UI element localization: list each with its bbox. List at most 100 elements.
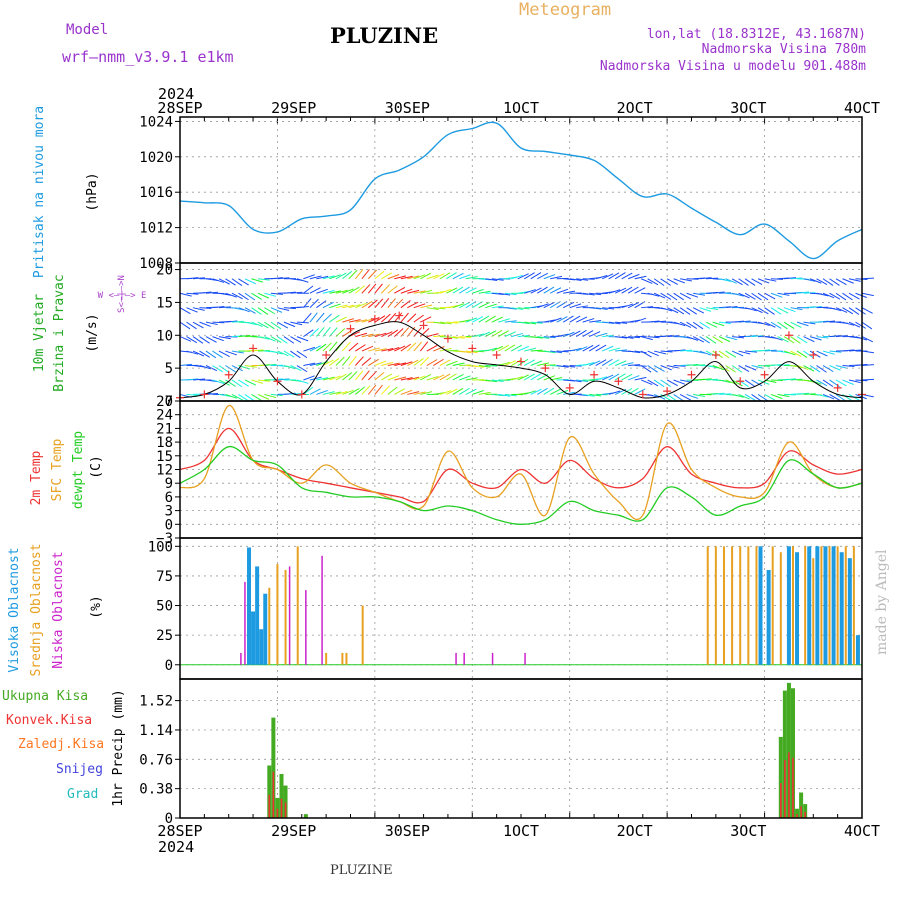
wind-vector (342, 341, 351, 352)
cloud-mid-bar (812, 558, 815, 665)
wind-vector (511, 307, 524, 310)
wind-vector (361, 370, 370, 381)
wind-vector (426, 359, 438, 366)
wind-vector (530, 321, 543, 324)
wind-vector (491, 316, 503, 323)
wind-gust-marker (687, 370, 696, 379)
precip-total-bar (283, 785, 288, 818)
wind-vector (387, 375, 400, 381)
wind-vector (342, 389, 354, 395)
wind-vector (452, 272, 464, 280)
temperature-panel: 2m Temp SFC Temp dewpt Temp (C) −3036912… (29, 394, 863, 547)
wind-vector (504, 344, 516, 352)
wind-vector (595, 376, 608, 381)
wind-vector (621, 272, 633, 280)
wind-vector (608, 390, 621, 395)
wind-vector (549, 388, 562, 395)
wind-vector (413, 375, 426, 381)
wind-vector (796, 365, 809, 371)
wind-vector (822, 350, 835, 355)
wind-vector (348, 388, 360, 395)
wind-vector (796, 321, 809, 327)
wind-vector (601, 345, 614, 352)
wind-vector (322, 275, 335, 280)
wind-vector (407, 289, 420, 294)
wind-panel: 10m Vjetar Brzina i Pravac (m/s) W <–|–>… (32, 262, 875, 410)
footer-location: PLUZINE (330, 863, 393, 878)
wind-vector (628, 319, 641, 323)
wind-vector (764, 393, 776, 401)
wind-vector (309, 287, 321, 294)
wind-vector (433, 335, 446, 338)
wind-vector (433, 358, 444, 366)
pressure-ytick-label: 1008 (139, 256, 173, 272)
wind-vector (556, 378, 569, 381)
wind-vector (361, 301, 373, 309)
wind-vector (790, 365, 803, 369)
wind-vector (303, 362, 316, 367)
wind-vector (329, 274, 341, 280)
pressure-ylabel-unit: (hPa) (85, 172, 100, 211)
wind-vector (257, 393, 270, 400)
wind-vector (251, 278, 264, 283)
wind-vector (569, 365, 582, 367)
wind-vector (576, 379, 589, 383)
wind-vector (309, 362, 322, 367)
wind-vector (764, 278, 777, 282)
wind-vector (757, 394, 769, 402)
wind-vector (718, 336, 731, 343)
wind-vector (433, 307, 446, 310)
wind-vector (725, 365, 736, 373)
wind-vector (764, 292, 776, 300)
wind-vector (257, 336, 270, 340)
cloud-high-bar (807, 546, 812, 665)
wind-gust-marker (492, 351, 501, 359)
wind-vector (777, 393, 790, 398)
wind-vector (848, 307, 860, 315)
wind-vector (335, 289, 348, 294)
wind-vector (426, 274, 439, 280)
wind-vector (699, 307, 712, 312)
wind-vector (680, 278, 693, 282)
wind-vector (556, 389, 569, 395)
precip-ytick-label: 0.76 (139, 752, 173, 768)
wind-vector (368, 347, 381, 352)
wind-vector (303, 346, 315, 352)
wind-vector (400, 288, 413, 294)
cloud-low-bar (244, 581, 246, 665)
wind-vector (861, 336, 874, 343)
wind-vector (225, 320, 238, 323)
wind-vector (212, 321, 225, 324)
wind-vector (524, 359, 536, 366)
wind-vector (374, 348, 387, 352)
wind-vector (329, 375, 341, 381)
cloud-ylabel-mid: Srednja Oblacnost (29, 543, 44, 676)
wind-vector (751, 278, 763, 286)
wind-vector (803, 350, 814, 359)
wind-vector (413, 290, 426, 294)
wind-vector (452, 387, 464, 395)
wind-ytick-label: 0 (165, 394, 173, 410)
wind-vector (459, 350, 472, 354)
wind-vector (446, 373, 457, 381)
wind-vector (627, 301, 640, 309)
cloud-high-bar (247, 547, 252, 665)
wind-ytick-label: 15 (156, 295, 173, 311)
wind-vector (816, 292, 829, 297)
wind-vector (705, 321, 718, 328)
cloud-mid-bar (284, 569, 287, 665)
cloud-ytick-label: 75 (156, 569, 173, 585)
wind-vector (381, 361, 394, 366)
cloud-ylabel-low: Niska Oblacnost (51, 551, 66, 668)
wind-vector (322, 301, 334, 309)
wind-gust-marker (809, 351, 818, 359)
wind-vector (231, 393, 243, 401)
wind-vector (504, 360, 516, 366)
wind-vector (816, 320, 829, 323)
wind-vector (419, 341, 429, 352)
wind-vector (309, 312, 318, 323)
wind-vector (303, 329, 314, 338)
wind-vector (777, 321, 788, 330)
wind-vector (380, 385, 391, 395)
bottom-date-label: 2OCT (617, 822, 653, 840)
